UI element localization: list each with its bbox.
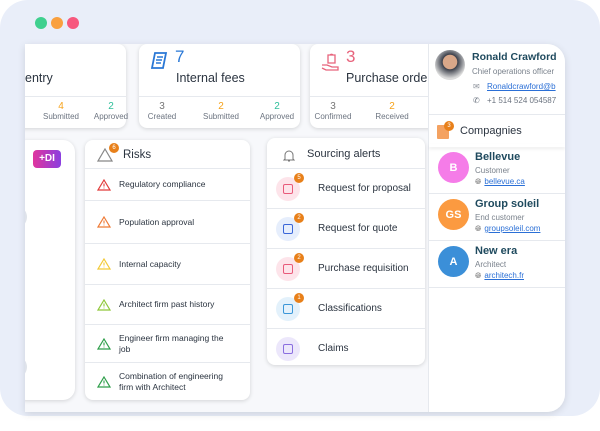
alert-icon: 1 — [276, 292, 304, 321]
alert-label: Request for proposal — [318, 183, 411, 194]
progress-ring — [25, 206, 27, 228]
risk-item[interactable]: Internal capacity — [85, 243, 250, 284]
phone-icon: ✆ — [473, 96, 480, 105]
alert-badge: 5 — [294, 172, 304, 183]
risk-label: Internal capacity — [119, 258, 181, 269]
risk-label: Regulatory compliance — [119, 179, 206, 189]
company-type: Architect — [475, 260, 507, 269]
bell-icon — [283, 150, 295, 162]
alert-icon: 5 — [276, 172, 304, 201]
warning-icon — [97, 298, 111, 311]
stat-approved: 2 Approved — [93, 101, 129, 121]
company-website[interactable]: 🌐︎ architech.fr — [475, 271, 524, 280]
risks-panel: 6 Risks Regulatory compliance Population … — [85, 140, 250, 400]
globe-icon: 🌐︎ — [475, 224, 482, 233]
di-badge[interactable]: +DI — [33, 150, 61, 168]
company-item[interactable]: B Bellevue Customer 🌐︎ bellevue.ca — [429, 147, 565, 194]
companies-badge: 3 — [444, 121, 454, 131]
card-title: Internal fees — [176, 71, 245, 85]
card-title: Purchase orders — [346, 71, 438, 85]
warning-icon — [97, 258, 111, 270]
risk-label: Population approval — [119, 216, 195, 227]
company-avatar: A — [438, 246, 469, 277]
count: 7 — [175, 47, 185, 66]
entry-card[interactable]: entry 4 Submitted 2 Approved — [25, 44, 128, 128]
hand-bag-icon — [321, 53, 339, 71]
risk-label: Combination of engineering firm with Arc… — [119, 370, 223, 392]
company-name: New era — [475, 245, 518, 257]
profile-phone: +1 514 524 054587 — [487, 96, 557, 105]
company-name: Bellevue — [475, 151, 521, 163]
internal-fees-card[interactable]: 7 Internal fees 3 Created 2 Submitted 2 App… — [139, 44, 300, 128]
receipt-icon — [150, 52, 168, 69]
alert-badge: 1 — [294, 292, 304, 303]
stat-confirmed: 3 Confirmed — [314, 101, 352, 121]
stat-created: 3 Created — [147, 101, 177, 121]
sourcing-alert-item[interactable]: 2 Request for quote — [267, 208, 425, 248]
risk-item[interactable]: Engineer firm managing the job — [85, 324, 250, 362]
warning-icon — [97, 178, 111, 191]
di-panel: +DI — [25, 140, 75, 400]
globe-icon: 🌐︎ — [475, 271, 482, 280]
card-title: entry — [25, 71, 53, 85]
alert-label: Request for quote — [318, 223, 398, 234]
warning-icon — [97, 216, 111, 228]
company-website[interactable]: 🌐︎ groupsoleil.com — [475, 224, 541, 233]
alert-label: Purchase requisition — [318, 263, 409, 274]
company-name: Group soleil — [475, 198, 540, 210]
stat-approved: 2 Approved — [259, 101, 295, 121]
profile-name: Ronald Crawford — [472, 51, 557, 63]
window-dot-orange[interactable] — [51, 17, 63, 29]
stat-submitted: 4 Submitted — [42, 101, 80, 121]
risks-title: Risks — [123, 149, 152, 161]
company-type: End customer — [475, 213, 525, 222]
alert-badge: 2 — [294, 212, 304, 223]
company-avatar: B — [438, 152, 469, 183]
alert-badge: 2 — [294, 252, 304, 263]
email-icon: ✉ — [473, 82, 480, 91]
risk-item[interactable]: Combination of engineering firm with Arc… — [85, 362, 250, 400]
stat-received: 2 Received — [375, 101, 409, 121]
contact-panel: Ronald Crawford Chief operations officer… — [428, 44, 565, 412]
risk-item[interactable]: Regulatory compliance — [85, 168, 250, 200]
window-dot-red[interactable] — [67, 17, 79, 29]
companies-title: Compagnies — [460, 125, 522, 137]
company-item[interactable]: A New era Architect 🌐︎ architech.fr — [429, 241, 565, 288]
sourcing-alert-item[interactable]: 1 Classifications — [267, 288, 425, 328]
stat-submitted: 2 Submitted — [202, 101, 240, 121]
company-avatar: GS — [438, 199, 469, 230]
sourcing-alerts-panel: Sourcing alerts 5 Request for proposal 2 Re… — [267, 138, 425, 365]
sourcing-title: Sourcing alerts — [307, 148, 381, 160]
avatar — [435, 50, 465, 80]
alert-icon: 2 — [276, 212, 304, 241]
warning-icon — [96, 147, 114, 162]
sourcing-alert-item[interactable]: Claims — [267, 328, 425, 368]
warning-icon — [97, 375, 111, 388]
company-item[interactable]: GS Group soleil End customer 🌐︎ groupsoleil.… — [429, 194, 565, 241]
risk-label: Engineer firm managing the job — [119, 332, 224, 354]
count: 3 — [346, 47, 356, 66]
warning-icon — [97, 337, 111, 350]
sourcing-alert-item[interactable]: 5 Request for proposal — [267, 168, 425, 208]
purchase-orders-card[interactable]: 3 Purchase orders 3 Confirmed 2 Received — [310, 44, 450, 128]
window-dot-green[interactable] — [35, 17, 47, 29]
sourcing-alert-item[interactable]: 2 Purchase requisition — [267, 248, 425, 288]
alert-icon: 2 — [276, 252, 304, 281]
alert-icon — [276, 336, 300, 361]
risk-label: Architect firm past history — [119, 299, 215, 309]
alert-label: Classifications — [318, 303, 382, 314]
risk-count-badge: 6 — [109, 143, 119, 153]
progress-ring — [25, 356, 27, 378]
app-window: entry 4 Submitted 2 Approved 7 Internal fe… — [25, 44, 565, 412]
risk-item[interactable]: Architect firm past history — [85, 284, 250, 324]
alert-label: Claims — [318, 343, 349, 354]
globe-icon: 🌐︎ — [475, 177, 482, 186]
risk-header-icon: 6 — [96, 143, 119, 167]
profile-email[interactable]: Ronaldcrawford@b — [487, 82, 556, 91]
company-type: Customer — [475, 166, 510, 175]
profile-title: Chief operations officer — [472, 67, 555, 76]
risk-item[interactable]: Population approval — [85, 200, 250, 243]
company-website[interactable]: 🌐︎ bellevue.ca — [475, 177, 525, 186]
